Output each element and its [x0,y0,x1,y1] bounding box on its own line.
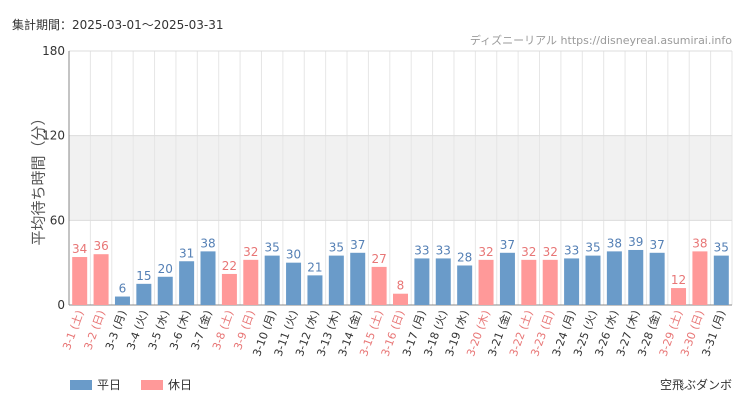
shaded-band [69,135,732,221]
bar [585,255,601,305]
bar [286,262,302,305]
bar [93,254,109,305]
data-label: 34 [72,242,87,256]
data-label: 37 [500,238,515,252]
data-label: 32 [521,245,536,259]
bar [564,258,580,305]
bar [136,283,152,305]
attraction-name: 空飛ぶダンボ [659,378,732,392]
bar [114,296,130,305]
bar [243,259,259,305]
data-label: 38 [692,236,707,250]
data-label: 35 [265,241,280,255]
data-label: 33 [564,243,579,257]
data-label: 22 [222,259,237,273]
data-label: 15 [136,269,151,283]
legend: 平日 休日 [70,376,212,393]
data-label: 31 [179,246,194,260]
bar [521,259,537,305]
data-label: 32 [543,245,558,259]
data-label: 38 [200,236,215,250]
bar [457,265,473,305]
data-label: 32 [478,245,493,259]
data-label: 30 [286,248,301,262]
source-credit: ディズニーリアル https://disneyreal.asumirai.inf… [469,34,732,47]
data-label: 6 [119,282,127,296]
data-label: 36 [93,239,108,253]
data-label: 21 [307,260,322,274]
legend-label-holiday: 休日 [168,378,193,392]
data-label: 8 [397,279,405,293]
legend-label-weekday: 平日 [97,378,122,392]
y-tick-label: 120 [42,129,65,143]
bar [371,266,387,305]
bar [350,252,366,305]
bar [606,251,622,305]
legend-swatch-weekday [70,379,92,390]
bar [628,249,644,305]
bar [649,252,665,305]
bar [393,293,408,305]
bar [542,259,558,305]
data-label: 39 [628,235,643,249]
bar [435,258,451,305]
bar [692,251,708,305]
legend-item-holiday[interactable]: 休日 [141,376,192,393]
period-label: 集計期間：2025-03-01～2025-03-31 [12,18,224,32]
y-tick-label: 0 [57,298,65,312]
bar [713,255,729,305]
y-tick-label: 180 [42,44,65,58]
data-label: 32 [243,245,258,259]
bar [221,273,237,305]
bar [264,255,280,305]
bar [157,276,173,305]
bar [179,261,195,305]
bar [414,258,430,305]
data-label: 35 [585,241,600,255]
data-label: 35 [714,241,729,255]
legend-swatch-holiday [141,379,164,390]
data-label: 38 [607,236,622,250]
legend-item-weekday[interactable]: 平日 [70,376,121,393]
bar [307,275,323,305]
data-label: 20 [158,262,173,276]
y-tick-label: 60 [50,213,65,227]
data-label: 33 [436,243,451,257]
data-label: 35 [329,241,344,255]
data-label: 28 [457,250,472,264]
bar [671,288,687,305]
bar [200,251,216,305]
data-label: 33 [414,243,429,257]
data-label: 37 [650,238,665,252]
data-label: 27 [371,252,386,266]
bar [72,257,88,305]
data-label: 37 [350,238,365,252]
data-label: 12 [671,273,686,287]
bar [328,255,344,305]
bar [499,252,515,305]
bar [478,259,494,305]
